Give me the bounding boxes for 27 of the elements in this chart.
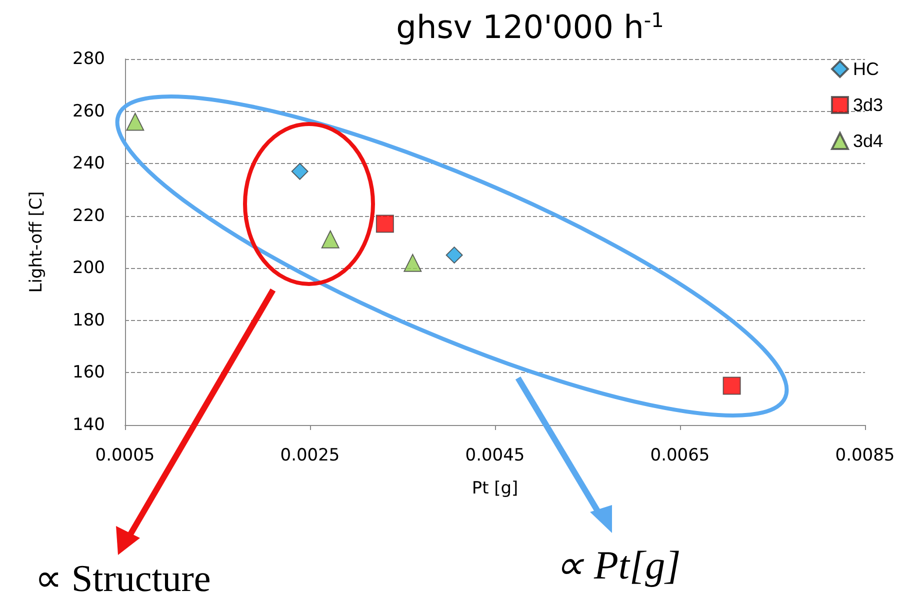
- text: ∝ Structure: [35, 558, 211, 600]
- legend-label: 3d4: [852, 131, 884, 151]
- point: [722, 376, 741, 395]
- legend-label: 3d3: [852, 95, 884, 115]
- y-tick-label: 140: [72, 415, 105, 435]
- point: [404, 254, 422, 272]
- text: ∝ Pt[g]: [555, 542, 681, 588]
- x-axis-title: Pt [g]: [472, 478, 518, 498]
- y-tick-label: 260: [72, 101, 105, 122]
- x-tick-label: 0.0045: [465, 446, 525, 466]
- y-tick-label: 220: [72, 206, 105, 226]
- y-tick-label: 280: [72, 49, 105, 69]
- point: [376, 214, 394, 233]
- x-tick-label: 0.0065: [650, 446, 710, 466]
- y-tick-label: 180: [72, 310, 105, 330]
- point: [126, 112, 144, 131]
- point: [291, 162, 308, 180]
- x-tick-label: 0.0005: [95, 446, 155, 466]
- point: [446, 246, 463, 264]
- y-tick-label: 240: [72, 154, 105, 174]
- y-tick-label: 200: [72, 258, 105, 278]
- y-tick-label: 160: [72, 362, 105, 383]
- x-tick-label: 0.0025: [280, 446, 340, 466]
- point: [321, 230, 340, 248]
- x-tick-label: 0.0085: [835, 446, 895, 466]
- y-axis-title: Light-off [C]: [26, 191, 46, 293]
- legend-label: HC: [852, 59, 879, 79]
